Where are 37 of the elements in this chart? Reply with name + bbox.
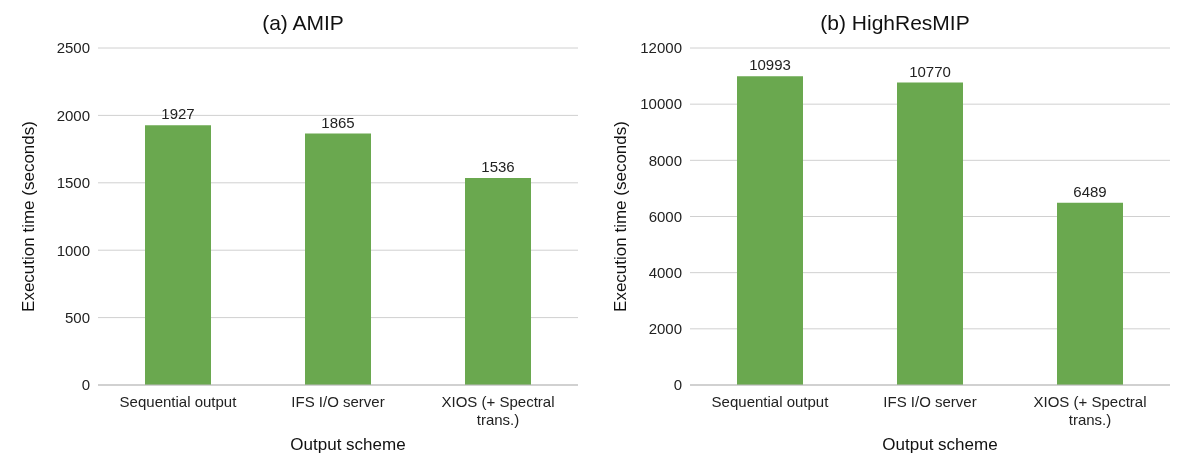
y-tick-label: 0 xyxy=(673,376,682,394)
y-tick-label: 500 xyxy=(64,308,90,326)
x-tick-label: Sequential output xyxy=(119,393,238,410)
x-tick-label: IFS I/O server xyxy=(883,393,977,410)
y-tick-label: 1000 xyxy=(56,241,90,259)
data-label: 1536 xyxy=(481,157,515,175)
y-tick-label: 6000 xyxy=(648,207,682,225)
data-label: 10770 xyxy=(909,62,951,80)
bar xyxy=(465,177,531,385)
bar xyxy=(145,125,211,385)
bar xyxy=(1057,202,1123,385)
x-tick-label: XIOS (+ Spectral trans.) xyxy=(441,393,555,428)
y-tick-label: 4000 xyxy=(648,263,682,281)
y-tick-label: 12000 xyxy=(640,39,682,57)
data-label: 1865 xyxy=(321,113,355,131)
x-tick-label: XIOS (+ Spectral trans.) xyxy=(1033,393,1147,428)
data-label: 1927 xyxy=(161,105,195,123)
data-label: 6489 xyxy=(1073,182,1107,200)
y-tick-label: 2000 xyxy=(648,320,682,338)
y-axis-title: Execution time (seconds) xyxy=(611,121,631,312)
bar xyxy=(305,133,371,385)
bar xyxy=(737,76,803,385)
y-tick-label: 8000 xyxy=(648,151,682,169)
x-tick-label: Sequential output xyxy=(711,393,830,410)
y-tick-label: 2500 xyxy=(56,39,90,57)
chart-title: (a) AMIP xyxy=(261,10,345,36)
data-label: 10993 xyxy=(749,56,791,74)
x-axis-title: Output scheme xyxy=(289,435,407,455)
y-tick-label: 2000 xyxy=(56,106,90,124)
y-tick-label: 0 xyxy=(81,376,90,394)
chart-title: (b) HighResMIP xyxy=(819,10,971,36)
y-axis-title: Execution time (seconds) xyxy=(19,121,39,312)
y-tick-label: 10000 xyxy=(640,95,682,113)
x-tick-label: IFS I/O server xyxy=(291,393,385,410)
x-axis-title: Output scheme xyxy=(881,435,999,455)
y-tick-label: 1500 xyxy=(56,174,90,192)
bar xyxy=(897,82,963,385)
